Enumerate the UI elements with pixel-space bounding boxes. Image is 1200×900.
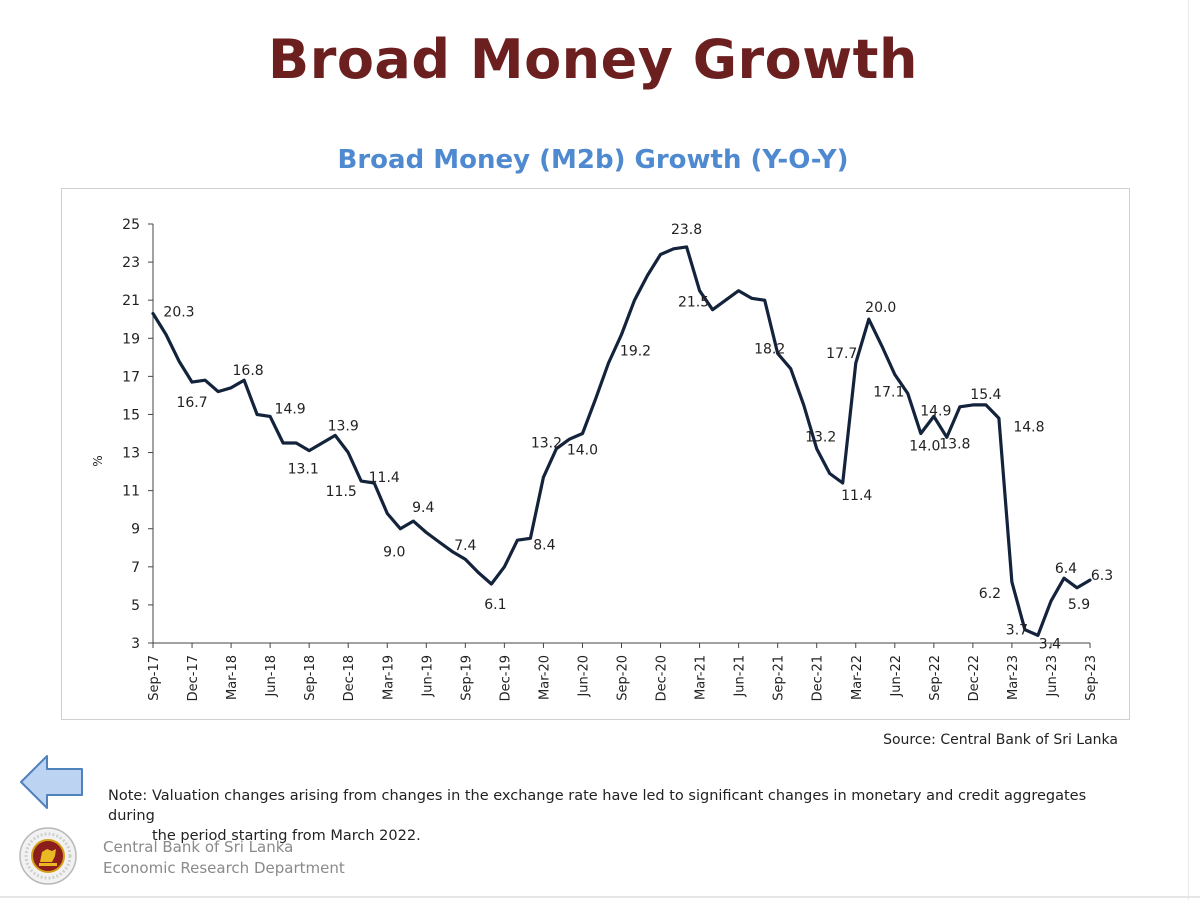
data-label: 11.4 [369, 470, 400, 486]
x-tick-label: Dec-21 [811, 655, 826, 701]
x-tick-label: Dec-20 [655, 655, 670, 701]
data-label: 8.4 [533, 537, 555, 553]
x-tick-label: Mar-20 [537, 655, 552, 700]
y-tick-label: 15 [122, 407, 140, 423]
data-label: 21.5 [678, 295, 709, 311]
data-label: 19.2 [620, 343, 651, 359]
data-label: 13.2 [531, 436, 562, 452]
data-label: 16.8 [233, 363, 264, 379]
note-text-line1: Valuation changes arising from changes i… [108, 788, 1087, 824]
y-tick-label: 23 [122, 255, 140, 271]
y-tick-label: 19 [122, 331, 140, 347]
series-line [151, 245, 1092, 637]
data-label: 17.1 [873, 384, 904, 400]
data-label: 13.9 [328, 418, 359, 434]
data-label: 11.4 [841, 488, 872, 504]
slide-title: Broad Money Growth [268, 28, 918, 91]
data-label: 20.3 [163, 305, 194, 321]
data-label: 6.1 [484, 597, 506, 613]
data-label: 5.9 [1068, 597, 1090, 613]
y-tick-label: 21 [122, 293, 140, 309]
data-label: 6.4 [1055, 561, 1077, 577]
data-label: 17.7 [826, 346, 857, 362]
y-tick-label: 9 [131, 522, 140, 538]
data-label: 6.2 [979, 586, 1001, 602]
x-tick-label: Mar-23 [1006, 655, 1021, 700]
data-label: 18.2 [754, 342, 785, 358]
y-tick-label: 17 [122, 369, 140, 385]
data-label: 20.0 [865, 300, 896, 316]
data-label: 14.9 [920, 403, 951, 419]
data-label: 13.8 [939, 436, 970, 452]
data-label: 14.8 [1013, 419, 1044, 435]
data-label: 15.4 [970, 387, 1001, 403]
x-tick-label: Sep-19 [459, 655, 474, 701]
x-tick-label: Jun-22 [889, 655, 904, 698]
x-tick-label: Jun-21 [733, 655, 748, 698]
chart-area: 3 5 7 9 11 13 15 17 19 21 23 25% Sep-17 Dec-17 Mar-18 J… [61, 188, 1130, 720]
central-bank-seal-icon [19, 827, 77, 885]
footnote: Note: Valuation changes arising from chan… [108, 786, 1118, 846]
org-department: Economic Research Department [103, 859, 345, 877]
x-tick-label: Sep-17 [147, 655, 162, 701]
x-tick-label: Sep-23 [1084, 655, 1099, 701]
y-tick-label: 13 [122, 446, 140, 462]
data-label: 3.7 [1006, 623, 1028, 639]
y-tick-label: 25 [122, 217, 140, 233]
line-chart: 3 5 7 9 11 13 15 17 19 21 23 25% Sep-17 Dec-17 Mar-18 J… [91, 217, 1113, 701]
left-arrow-icon [20, 755, 83, 809]
x-tick-label: Dec-17 [186, 655, 201, 701]
x-tick-label: Jun-18 [264, 655, 279, 698]
chart-title: Broad Money (M2b) Growth (Y-O-Y) [337, 145, 849, 175]
org-name: Central Bank of Sri Lanka [103, 838, 294, 856]
x-tick-label: Dec-19 [498, 655, 513, 701]
x-tick-label: Mar-19 [381, 655, 396, 700]
organization: Central Bank of Sri Lanka Economic Resea… [103, 837, 345, 879]
data-label: 13.1 [288, 462, 319, 478]
x-tick-label: Sep-20 [616, 655, 631, 701]
y-tick-label: 11 [122, 484, 140, 500]
data-label: 9.4 [412, 500, 434, 516]
x-tick-label: Mar-18 [225, 655, 240, 700]
x-tick-label: Mar-21 [694, 655, 709, 700]
x-tick-label: Sep-18 [303, 655, 318, 701]
data-label: 14.0 [909, 439, 940, 455]
data-label: 9.0 [383, 545, 405, 561]
back-button[interactable] [19, 754, 85, 814]
x-tick-label: Sep-22 [928, 655, 943, 701]
x-tick-label: Jun-20 [576, 655, 591, 698]
data-label: 23.8 [671, 222, 702, 238]
data-label: 11.5 [326, 484, 357, 500]
x-tick-label: Dec-18 [342, 655, 357, 701]
y-tick-label: 5 [131, 598, 140, 614]
y-tick-label: 3 [131, 636, 140, 652]
y-axis-label: % [91, 455, 105, 466]
footer-rule [0, 896, 1200, 898]
logo [16, 826, 80, 890]
data-label: 6.3 [1091, 568, 1113, 584]
x-tick-label: Sep-21 [772, 655, 787, 701]
data-label: 14.9 [275, 401, 306, 417]
note-text-line2: the period starting from March 2022. [152, 828, 421, 844]
x-tick-label: Dec-22 [967, 655, 982, 701]
note-label: Note: [108, 788, 148, 804]
x-tick-label: Jun-19 [420, 655, 435, 698]
slide-edge [1188, 0, 1189, 900]
x-tick-label: Mar-22 [850, 655, 865, 700]
data-label: 14.0 [567, 443, 598, 459]
data-label: 16.7 [176, 395, 207, 411]
data-label: 7.4 [454, 538, 476, 554]
data-label: 13.2 [805, 430, 836, 446]
data-label: 3.4 [1039, 636, 1061, 652]
y-tick-label: 7 [131, 560, 140, 576]
x-tick-label: Jun-23 [1045, 655, 1060, 698]
source-note: Source: Central Bank of Sri Lanka [883, 732, 1118, 748]
